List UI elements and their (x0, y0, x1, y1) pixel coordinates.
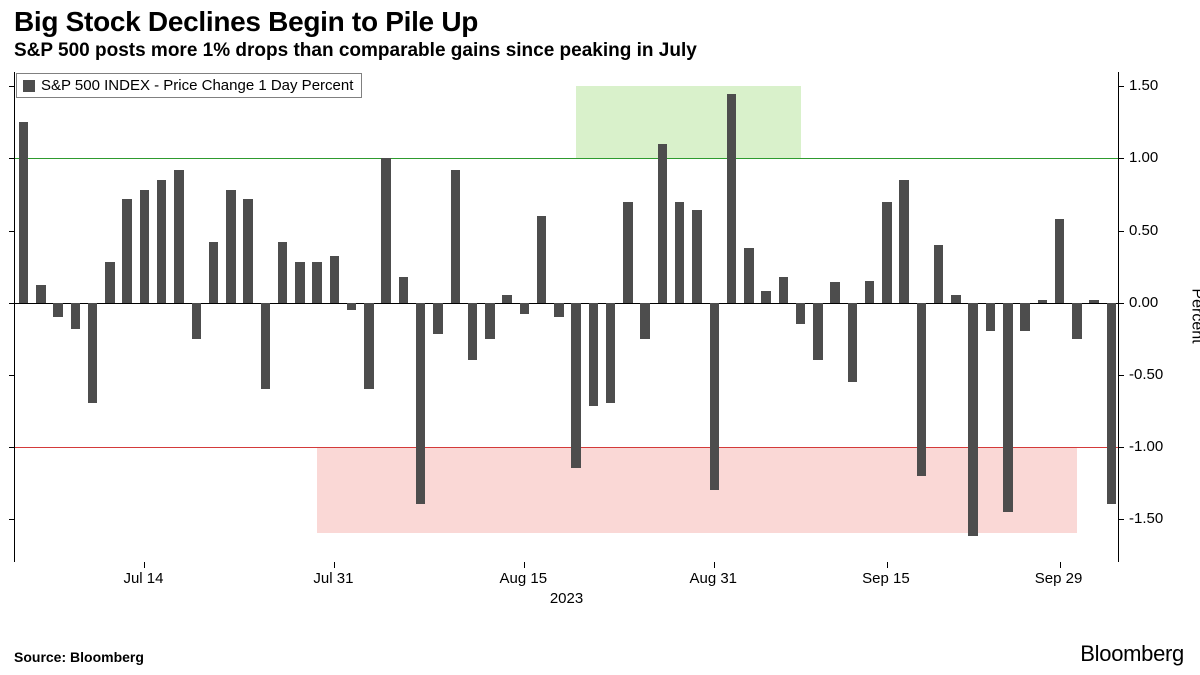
y-tick-label: 0.50 (1129, 222, 1158, 239)
bar (1020, 303, 1029, 332)
bar (675, 202, 684, 303)
bar (451, 170, 460, 303)
x-tick-label: Sep 15 (862, 570, 910, 587)
chart-subtitle: S&P 500 posts more 1% drops than compara… (14, 40, 697, 62)
source-attribution: Source: Bloomberg (14, 649, 144, 665)
bar (1072, 303, 1081, 339)
bar (399, 277, 408, 303)
bar (1107, 303, 1116, 505)
bar (692, 210, 701, 302)
bar (278, 242, 287, 303)
bar (623, 202, 632, 303)
legend-swatch (23, 80, 35, 92)
bar (986, 303, 995, 332)
bar (761, 291, 770, 303)
y-tick-label: 1.50 (1129, 77, 1158, 94)
bar (882, 202, 891, 303)
bar (968, 303, 977, 536)
bar (295, 262, 304, 302)
bar (640, 303, 649, 339)
bar (554, 303, 563, 317)
bar (1003, 303, 1012, 512)
bar (433, 303, 442, 335)
bar (727, 94, 736, 303)
bar (174, 170, 183, 303)
bar (485, 303, 494, 339)
bar (744, 248, 753, 303)
bar (658, 144, 667, 303)
bar (347, 303, 356, 310)
bar (381, 158, 390, 302)
bar (951, 295, 960, 302)
bar (122, 199, 131, 303)
bar (796, 303, 805, 325)
bar (312, 262, 321, 302)
brand-logo: Bloomberg (1080, 641, 1184, 667)
y-tick-label: -1.50 (1129, 510, 1163, 527)
chart-area: S&P 500 INDEX - Price Change 1 Day Perce… (14, 72, 1186, 610)
bar (192, 303, 201, 339)
x-tick-label: Aug 15 (500, 570, 548, 587)
bar (53, 303, 62, 317)
bar (813, 303, 822, 361)
y-tick-label: 1.00 (1129, 149, 1158, 166)
bar (710, 303, 719, 490)
bar (865, 281, 874, 303)
bar (157, 180, 166, 303)
bar (209, 242, 218, 303)
bar (899, 180, 908, 303)
bar (571, 303, 580, 469)
bar (1089, 300, 1098, 303)
chart-title: Big Stock Declines Begin to Pile Up (14, 6, 478, 38)
bar (36, 285, 45, 302)
bar (1055, 219, 1064, 303)
x-tick-label: Jul 14 (123, 570, 163, 587)
bar (468, 303, 477, 361)
bar (848, 303, 857, 382)
bar (19, 122, 28, 302)
x-axis-year: 2023 (550, 590, 583, 607)
bar (502, 295, 511, 302)
y-tick-label: -0.50 (1129, 366, 1163, 383)
y-tick-label: 0.00 (1129, 294, 1158, 311)
y-tick-label: -1.00 (1129, 438, 1163, 455)
bar (537, 216, 546, 302)
x-tick-label: Sep 29 (1035, 570, 1083, 587)
bar (243, 199, 252, 303)
plot-region: S&P 500 INDEX - Price Change 1 Day Perce… (14, 72, 1119, 562)
bar (416, 303, 425, 505)
x-tick-label: Jul 31 (313, 570, 353, 587)
bar (71, 303, 80, 329)
bar (364, 303, 373, 389)
bar (934, 245, 943, 303)
bar (830, 282, 839, 302)
bar (105, 262, 114, 302)
bar (520, 303, 529, 315)
bar (88, 303, 97, 404)
bar (226, 190, 235, 302)
legend: S&P 500 INDEX - Price Change 1 Day Perce… (16, 73, 362, 98)
bar (779, 277, 788, 303)
legend-label: S&P 500 INDEX - Price Change 1 Day Perce… (41, 77, 353, 94)
bar (140, 190, 149, 302)
bar (589, 303, 598, 407)
bar (261, 303, 270, 389)
bar (330, 256, 339, 302)
x-tick-label: Aug 31 (689, 570, 737, 587)
bar (1038, 300, 1047, 303)
y-axis-title: Percent (1188, 288, 1200, 343)
bar (917, 303, 926, 476)
bar (606, 303, 615, 404)
